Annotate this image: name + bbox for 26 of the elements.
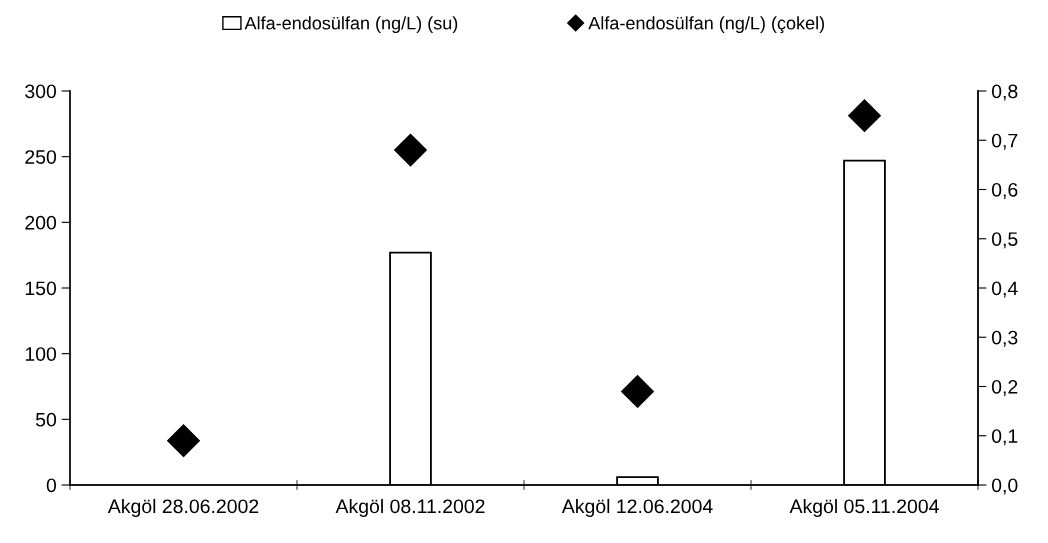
y2-tick-label: 0,1 (991, 429, 1018, 446)
y2-tick-label: 0,7 (991, 133, 1018, 150)
y2-tick-label: 0,0 (991, 478, 1018, 495)
legend-label: Alfa-endosülfan (ng/L) (su) (244, 16, 458, 34)
y2-tick-label: 0,3 (991, 330, 1018, 347)
y-tick-label: 50 (35, 412, 57, 427)
point (848, 99, 881, 133)
y2-tick-label: 0,2 (991, 379, 1018, 397)
y-tick-label: 200 (25, 215, 57, 230)
y-tick-label: 150 (25, 281, 57, 296)
x-tick-label: Akgöl 12.06.2004 (561, 498, 713, 518)
legend-label: Alfa-endosülfan (ng/L) (çokel) (588, 16, 825, 34)
point (621, 375, 654, 408)
x-tick-label: Akgöl 08.11.2002 (335, 498, 485, 518)
y2-tick-label: 0,8 (991, 84, 1018, 101)
point (394, 133, 427, 167)
x-tick-label: Akgöl 28.06.2002 (107, 498, 259, 518)
y-tick-label: 250 (25, 150, 57, 164)
y2-tick-label: 0,6 (991, 182, 1018, 200)
x-tick-label: Akgöl 05.11.2004 (789, 498, 939, 518)
y-tick-label: 300 (25, 84, 57, 99)
y-tick-label: 0 (46, 478, 57, 493)
y-tick-label: 100 (25, 347, 57, 361)
point (167, 424, 200, 458)
y2-tick-label: 0,4 (991, 281, 1018, 298)
y2-tick-label: 0,5 (991, 232, 1018, 249)
